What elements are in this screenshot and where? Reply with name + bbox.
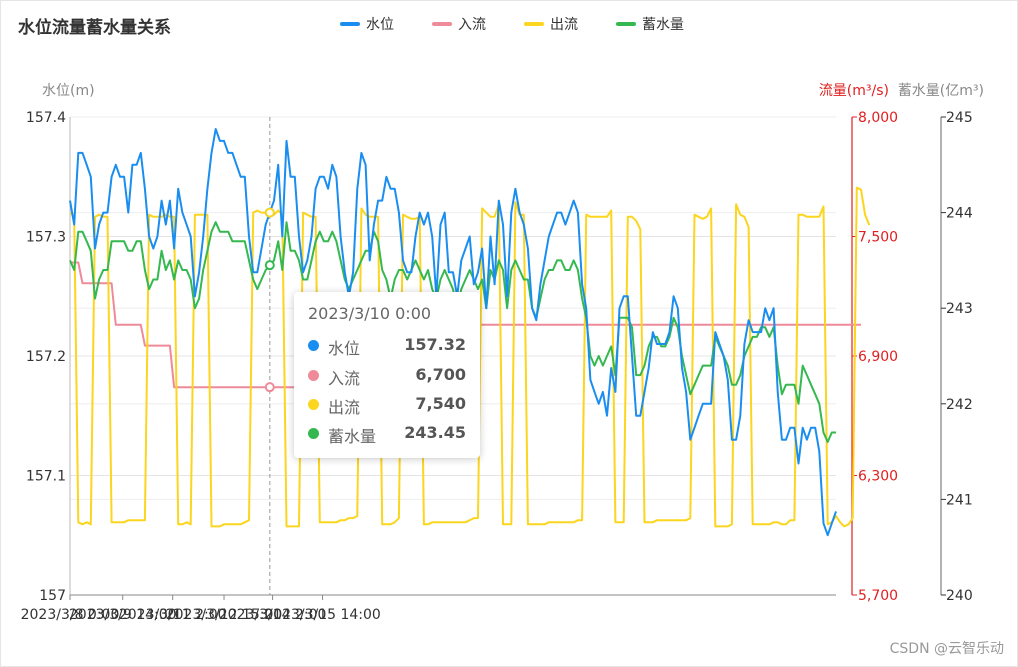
tooltip-row-storage: 蓄水量 243.45 <box>308 422 466 446</box>
y-tick-label-flow: 6,300 <box>858 469 898 485</box>
legend-label-storage: 蓄水量 <box>642 17 684 33</box>
tooltip-dot-outflow <box>308 399 319 410</box>
y-tick-label-level: 157.2 <box>26 349 66 365</box>
y-axis-name-level: 水位(m) <box>42 83 95 99</box>
series-line-storage <box>69 221 836 443</box>
y-tick-label-storage: 243 <box>946 301 973 317</box>
y-tick-label-flow: 7,500 <box>858 230 898 246</box>
legend-item-inflow[interactable]: 入流 <box>432 14 486 34</box>
y-tick-label-flow: 6,900 <box>858 349 898 365</box>
tooltip-name-storage: 蓄水量 <box>328 427 377 446</box>
y-tick-label-level: 157.3 <box>26 230 66 246</box>
tooltip-value-outflow: 7,540 <box>415 394 466 413</box>
hover-point-storage <box>264 260 275 271</box>
hover-point-outflow <box>264 207 275 218</box>
tooltip-title: 2023/3/10 0:00 <box>308 304 432 323</box>
tooltip-value-inflow: 6,700 <box>415 365 466 384</box>
legend-swatch-water-level <box>340 22 360 26</box>
tooltip-name-outflow: 出流 <box>328 398 361 417</box>
x-tick-label: 2023/3/12 15:00 <box>166 607 283 623</box>
series-line-water-level <box>69 128 837 537</box>
y-tick-label-flow: 5,700 <box>858 588 898 604</box>
y-tick-label-level: 157.4 <box>26 110 66 126</box>
hover-point-inflow <box>264 382 275 393</box>
series-line-outflow <box>69 186 871 528</box>
legend: 水位 入流 出流 蓄水量 <box>340 14 722 34</box>
tooltip-name-water-level: 水位 <box>328 339 361 358</box>
tooltip-dot-inflow <box>308 370 319 381</box>
legend-label-inflow: 入流 <box>458 17 486 33</box>
tooltip-value-storage: 243.45 <box>404 423 466 442</box>
legend-swatch-outflow <box>524 22 544 26</box>
legend-swatch-inflow <box>432 22 452 26</box>
tooltip-row-water-level: 水位 157.32 <box>308 334 466 358</box>
x-tick-label: 2023/3/14 2:00 <box>219 607 327 623</box>
tooltip-dot-storage <box>308 428 319 439</box>
legend-swatch-storage <box>616 22 636 26</box>
legend-item-storage[interactable]: 蓄水量 <box>616 14 684 34</box>
tooltip-dot-water-level <box>308 340 319 351</box>
y-tick-label-storage: 240 <box>946 588 973 604</box>
legend-item-outflow[interactable]: 出流 <box>524 14 578 34</box>
legend-label-outflow: 出流 <box>550 17 578 33</box>
y-tick-label-storage: 242 <box>946 397 973 413</box>
tooltip-row-inflow: 入流 6,700 <box>308 364 466 388</box>
y-tick-label-storage: 245 <box>946 110 973 126</box>
tooltip: 2023/3/10 0:00 水位 157.32 入流 6,700 出流 7,5… <box>294 292 480 458</box>
legend-item-water-level[interactable]: 水位 <box>340 14 394 34</box>
x-tick-label: 2023/3/9 14:00 <box>69 607 177 623</box>
tooltip-name-inflow: 入流 <box>328 369 361 388</box>
y-axis-name-storage: 蓄水量(亿m³) <box>898 83 984 99</box>
y-tick-label-flow: 8,000 <box>858 110 898 126</box>
y-tick-label-storage: 244 <box>946 206 973 222</box>
x-tick-label: 2023/3/11 2:00 <box>119 607 227 623</box>
chart-title: 水位流量蓄水量关系 <box>18 18 171 38</box>
x-tick-label: 2023/3/15 14:00 <box>264 607 381 623</box>
y-tick-label-storage: 241 <box>946 492 973 508</box>
watermark: CSDN @云智乐动 <box>889 641 1004 657</box>
tooltip-value-water-level: 157.32 <box>404 335 466 354</box>
y-tick-label-level: 157.1 <box>26 469 66 485</box>
x-tick-label: 2023/3/8 0:00 <box>21 607 120 623</box>
y-tick-label-level: 157 <box>39 588 66 604</box>
legend-label-water-level: 水位 <box>366 17 394 33</box>
y-axis-name-flow: 流量(m³/s) <box>819 83 889 99</box>
tooltip-row-outflow: 出流 7,540 <box>308 393 466 417</box>
